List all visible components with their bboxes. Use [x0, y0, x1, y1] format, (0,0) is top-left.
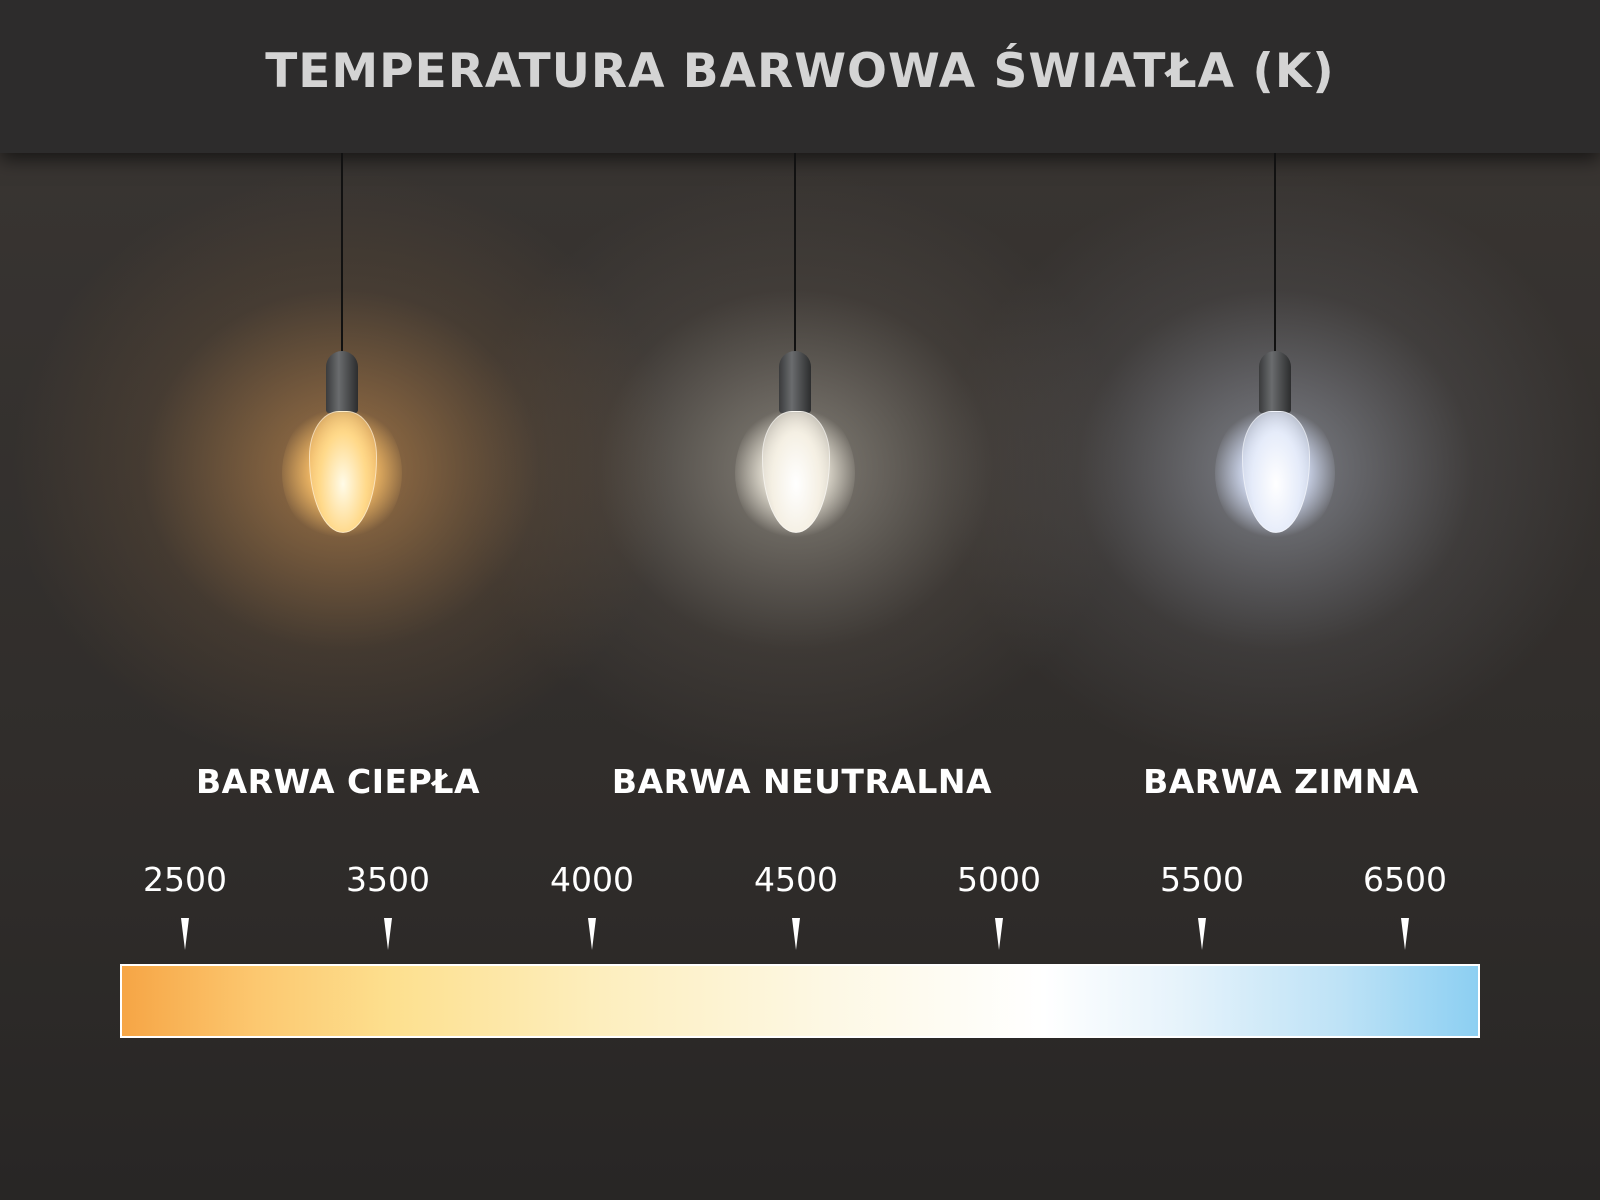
tick-label: 5500 — [1160, 860, 1244, 899]
cord — [794, 153, 796, 353]
bulb-glass-icon — [309, 411, 377, 533]
tick-label: 3500 — [346, 860, 430, 899]
label-neutral: BARWA NEUTRALNA — [611, 762, 993, 801]
tick-label: 4000 — [550, 860, 634, 899]
tick-marker — [995, 918, 1003, 950]
tick-marker — [384, 918, 392, 950]
cord — [1274, 153, 1276, 353]
socket — [779, 351, 811, 413]
socket — [326, 351, 358, 413]
cord — [341, 153, 343, 353]
label-cold: BARWA ZIMNA — [1143, 762, 1419, 801]
color-temperature-gradient-bar — [120, 964, 1480, 1038]
tick-marker — [792, 918, 800, 950]
tick-marker — [1198, 918, 1206, 950]
tick-label: 4500 — [754, 860, 838, 899]
label-warm: BARWA CIEPŁA — [195, 762, 481, 801]
header-bar: TEMPERATURA BARWOWA ŚWIATŁA (K) — [0, 0, 1600, 153]
tick-label: 2500 — [143, 860, 227, 899]
tick-label: 6500 — [1363, 860, 1447, 899]
tick-label: 5000 — [957, 860, 1041, 899]
tick-marker — [588, 918, 596, 950]
bulb-glass-icon — [1242, 411, 1310, 533]
bulb-warm — [282, 153, 402, 543]
tick-marker — [181, 918, 189, 950]
bulb-glass-icon — [762, 411, 830, 533]
socket — [1259, 351, 1291, 413]
page-title: TEMPERATURA BARWOWA ŚWIATŁA (K) — [265, 44, 1335, 99]
bulb-cold — [1215, 153, 1335, 543]
bulb-neutral — [735, 153, 855, 543]
tick-marker — [1401, 918, 1409, 950]
